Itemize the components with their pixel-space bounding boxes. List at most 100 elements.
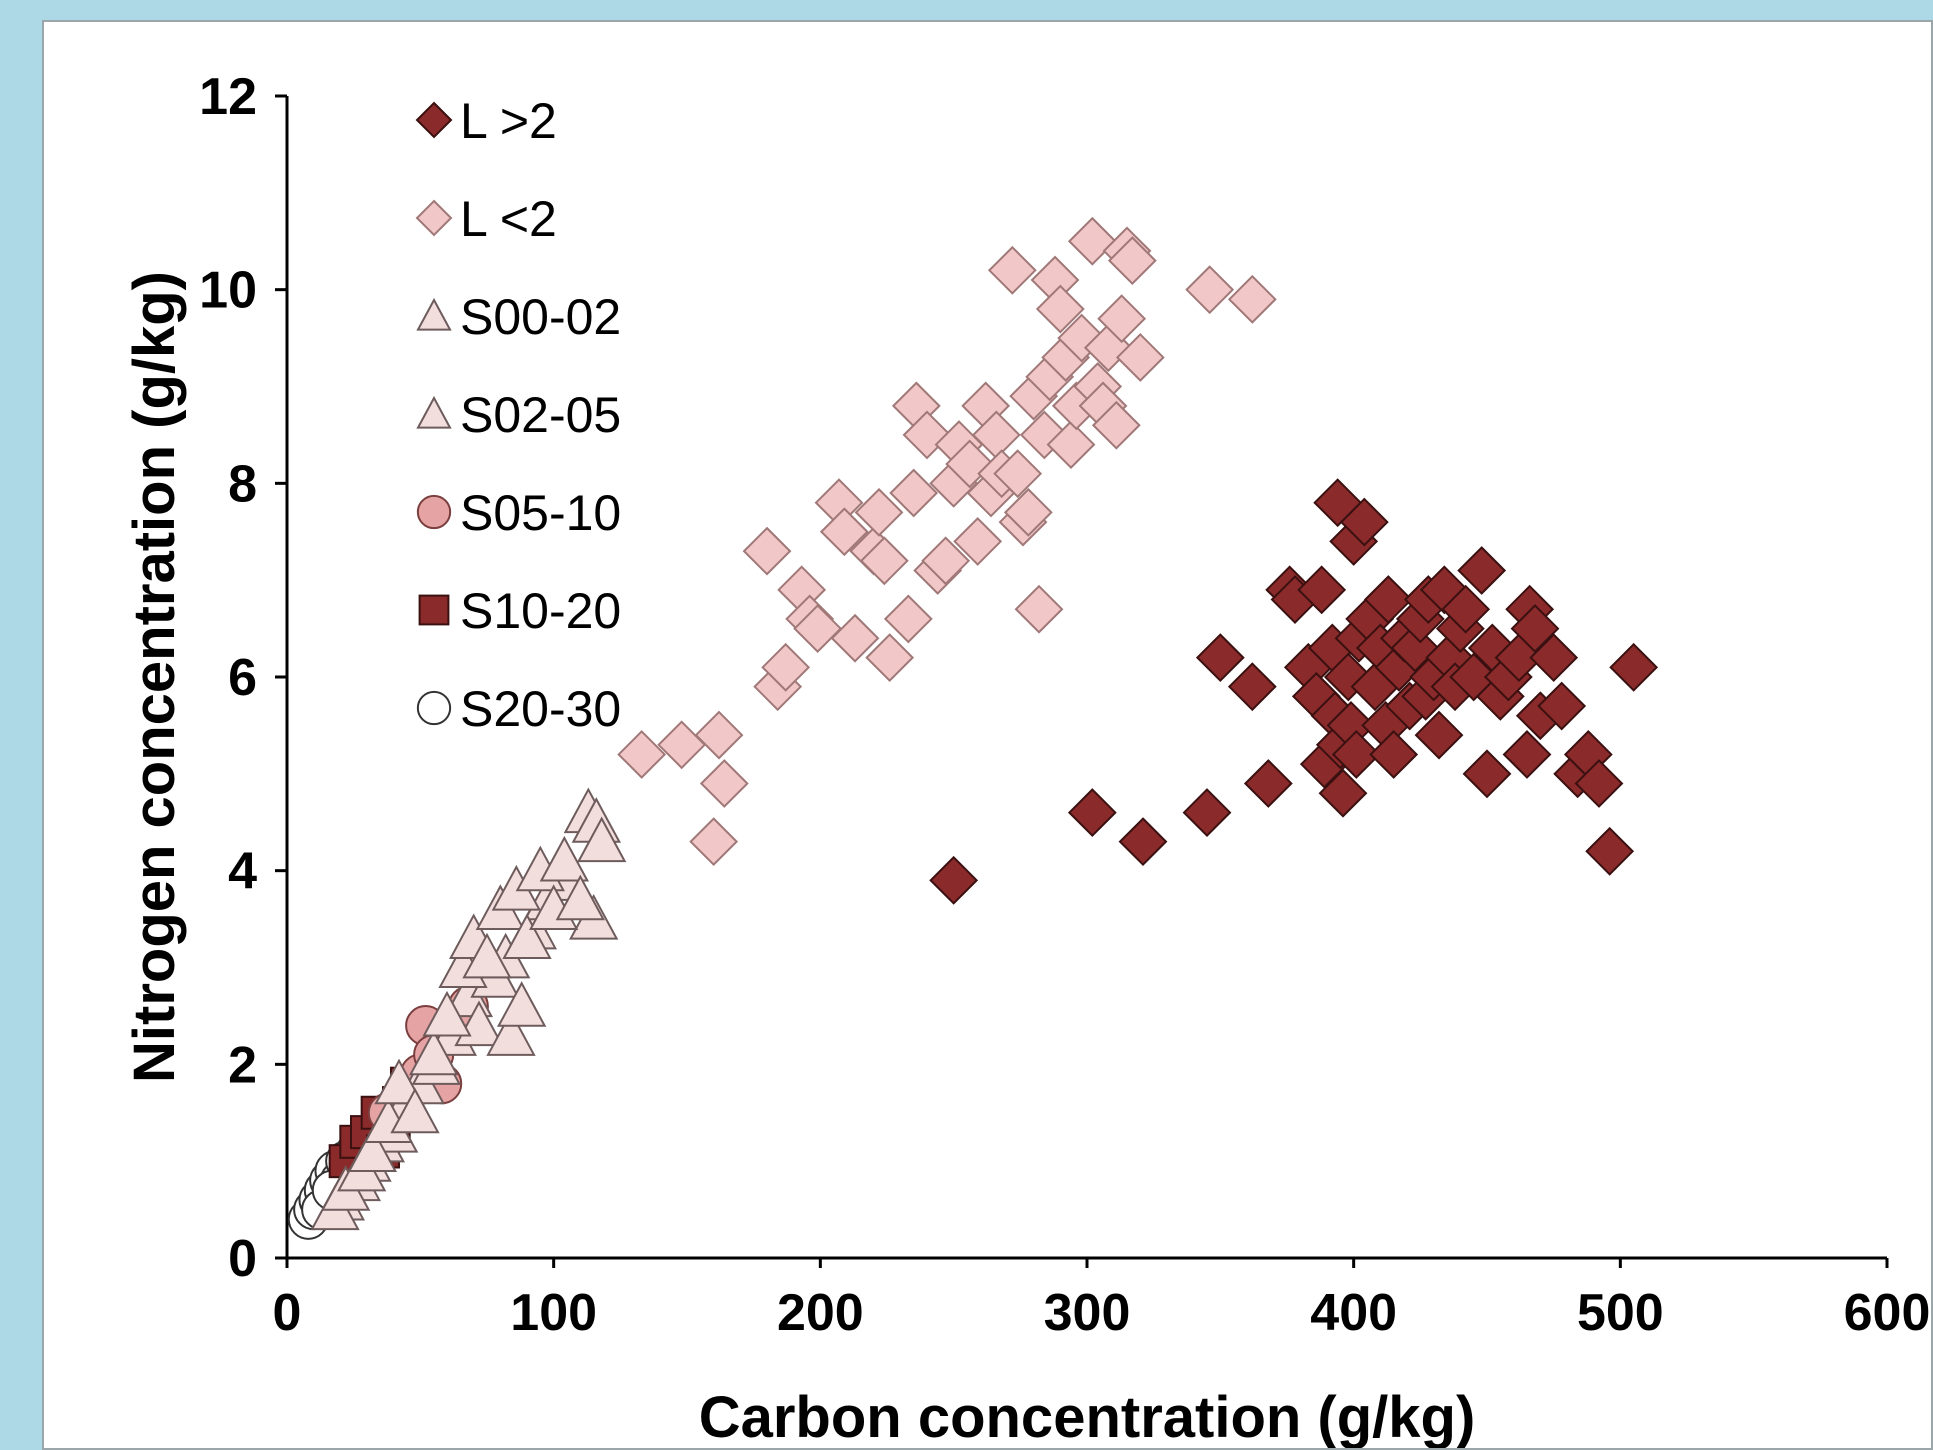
legend-marker-l-2 — [415, 199, 453, 237]
point-l-2 — [742, 526, 792, 576]
point-l-2 — [1537, 681, 1587, 731]
point-l-2 — [1585, 826, 1635, 876]
y-tick-label: 6 — [228, 649, 257, 707]
point-l-2 — [1243, 759, 1293, 808]
legend-label-s20-30: S20-30 — [460, 681, 621, 737]
point-l-2 — [689, 817, 739, 867]
point-l-2 — [761, 642, 811, 692]
y-tick-label: 8 — [228, 455, 257, 513]
ticks: 0 100 200 300 400 500 600 0 2 4 6 8 10 12 — [199, 68, 1930, 1342]
point-l-2 — [1115, 333, 1165, 382]
point-l-2 — [1182, 788, 1232, 837]
x-tick-label: 600 — [1844, 1284, 1931, 1342]
y-tick-label: 4 — [228, 843, 257, 901]
point-l-2 — [1014, 584, 1064, 634]
point-l-2 — [1331, 730, 1381, 779]
chart-frame: 0 100 200 300 400 500 600 0 2 4 6 8 10 12 L >2 L <2 S00… — [42, 20, 1933, 1450]
point-l-2 — [819, 507, 869, 557]
point-l-2 — [793, 604, 843, 653]
y-tick-label: 0 — [228, 1230, 257, 1288]
x-tick-label: 400 — [1310, 1284, 1397, 1342]
legend-marker-s02-05 — [416, 395, 452, 429]
point-s00-02 — [422, 990, 472, 1037]
point-l-2 — [1363, 575, 1413, 624]
point-l-2 — [617, 730, 667, 779]
legend-marker-s05-10 — [416, 494, 452, 530]
point-l-2 — [1414, 710, 1464, 760]
y-tick-label: 12 — [199, 68, 257, 126]
point-s00-02 — [576, 816, 627, 863]
legend-marker-s10-20 — [418, 594, 450, 626]
point-s00-02 — [347, 1126, 398, 1173]
point-l-2 — [1457, 546, 1507, 595]
point-l-2 — [859, 536, 909, 586]
point-l-2 — [1462, 749, 1512, 799]
legend-marker-s20-30 — [416, 690, 452, 726]
point-l-2 — [1339, 497, 1389, 547]
point-l-2 — [854, 487, 904, 537]
point-l-2 — [1195, 633, 1245, 683]
point-l-2 — [1441, 584, 1491, 634]
point-l-2 — [987, 245, 1037, 295]
point-s00-02 — [390, 1087, 440, 1134]
x-tick-label: 300 — [1044, 1284, 1131, 1342]
point-l-2 — [830, 613, 880, 663]
point-l-2 — [993, 449, 1043, 499]
point-l-2 — [1369, 730, 1419, 779]
point-l-2 — [657, 720, 707, 770]
point-l-2 — [1107, 236, 1157, 286]
point-l-2 — [1502, 730, 1552, 779]
point-s00-02 — [539, 835, 590, 882]
point-l-2 — [1035, 284, 1085, 334]
y-tick-label: 2 — [228, 1036, 257, 1094]
x-tick-label: 500 — [1577, 1284, 1664, 1342]
point-l-2 — [1067, 788, 1117, 837]
legend-marker-l-2 — [415, 101, 453, 139]
point-l-2 — [1067, 216, 1117, 266]
point-l-2 — [1046, 420, 1096, 470]
point-l-2 — [883, 594, 933, 644]
y-tick-label: 10 — [199, 262, 257, 320]
point-s00-02 — [502, 913, 552, 959]
point-l-2 — [694, 710, 744, 760]
point-s00-02 — [462, 932, 512, 979]
point-l-2 — [1003, 487, 1053, 537]
point-l-2 — [1227, 662, 1277, 712]
point-l-2 — [1318, 768, 1368, 818]
point-l-2 — [1574, 759, 1624, 808]
point-l-2 — [865, 633, 915, 683]
x-tick-label: 200 — [777, 1284, 864, 1342]
legend-label-l-2: L <2 — [460, 191, 557, 247]
point-s00-02 — [374, 1058, 424, 1105]
legend-label-s10-20: S10-20 — [460, 583, 621, 639]
x-tick-label: 100 — [510, 1284, 597, 1342]
point-l-2 — [1227, 274, 1277, 324]
legend-label-s00-02: S00-02 — [460, 289, 621, 345]
point-l-2 — [1118, 817, 1168, 867]
point-l-2 — [889, 468, 939, 518]
data-points — [287, 216, 1659, 1240]
legend-label-s02-05: S02-05 — [460, 387, 621, 443]
point-l-2 — [1097, 294, 1147, 344]
legend-marker-s00-02 — [416, 297, 452, 331]
point-l-2 — [1609, 642, 1659, 692]
scatter-chart: 0 100 200 300 400 500 600 0 2 4 6 8 10 12 L >2 L <2 S00… — [122, 68, 1930, 1450]
point-l-2 — [1510, 604, 1560, 653]
point-l-2 — [1091, 400, 1141, 450]
x-tick-label: 0 — [273, 1284, 302, 1342]
legend-label-l-2: L >2 — [460, 93, 557, 149]
point-l-2 — [1185, 265, 1235, 315]
point-l-2 — [1529, 633, 1579, 683]
point-l-2 — [953, 517, 1003, 566]
point-l-2 — [921, 536, 971, 586]
legend: L >2 L <2 S00-02 S02-05 S05-10 S10-20 S20-30 — [415, 93, 621, 737]
x-axis-title: Carbon concentration (g/kg) — [699, 1385, 1476, 1450]
point-l-2 — [1297, 565, 1347, 615]
point-s00-02 — [496, 981, 547, 1027]
point-s00-02 — [555, 874, 606, 921]
point-s00-02 — [486, 1010, 536, 1056]
y-axis-title: Nitrogen concentration (g/kg) — [122, 271, 187, 1083]
point-l-2 — [699, 759, 749, 808]
point-s00-02 — [408, 1029, 459, 1076]
point-l-2 — [929, 855, 979, 905]
